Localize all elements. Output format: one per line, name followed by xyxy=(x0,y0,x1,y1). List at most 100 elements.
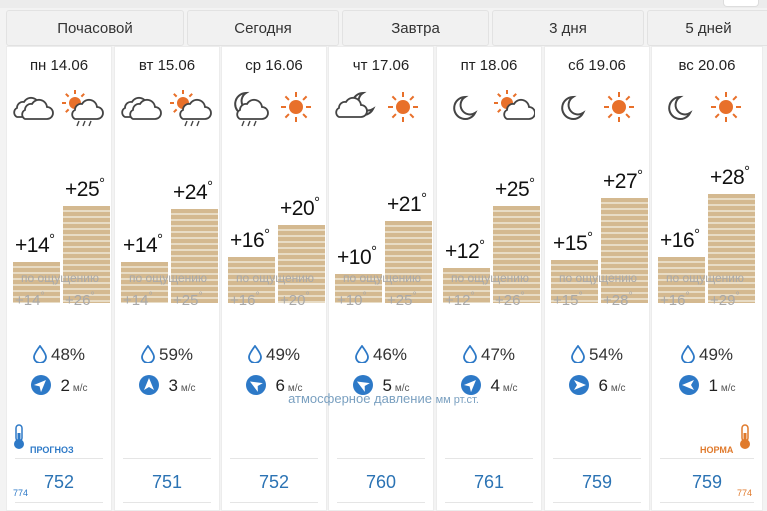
divider xyxy=(15,458,103,459)
forecast-days: пн 14.06 +14° +25° по ощущению +14° +26°… xyxy=(6,46,767,511)
day-column[interactable]: чт 17.06 +10° +21° по ощущению +10° +25°… xyxy=(328,46,434,511)
day-date: вт 15.06 xyxy=(138,57,196,74)
feels-like-label: по ощущению xyxy=(559,271,637,285)
divider xyxy=(660,502,754,503)
droplet-icon xyxy=(248,344,266,364)
wind-unit: м/с xyxy=(502,383,518,394)
divider xyxy=(123,502,211,503)
humidity: 48% xyxy=(7,344,111,365)
pressure-value: 752 xyxy=(43,472,75,492)
feels-like-night: +12° xyxy=(445,290,475,309)
wind-unit: м/с xyxy=(72,383,88,394)
divider xyxy=(445,502,533,503)
day-temp: +24° xyxy=(173,179,213,205)
wind: 1 м/с xyxy=(652,374,762,396)
wind-unit: м/с xyxy=(720,383,736,394)
day-temp: +27° xyxy=(603,167,643,193)
pressure-value: 760 xyxy=(365,472,397,492)
divider xyxy=(230,502,318,503)
feels-like-day: +25° xyxy=(387,290,417,309)
weather-icons xyxy=(329,89,433,129)
feels-like-night: +16° xyxy=(660,290,690,309)
tab-5-days[interactable]: 5 дней xyxy=(647,10,767,46)
day-temp-bar xyxy=(601,197,648,303)
night-temp-bar xyxy=(335,274,382,303)
night-temp: +14° xyxy=(15,232,55,258)
norm-value-right: 774 xyxy=(737,488,753,498)
weather-icons xyxy=(437,89,541,129)
night-temp: +12° xyxy=(445,238,485,264)
day-temp-bar xyxy=(385,221,432,303)
night-temp-bar xyxy=(658,256,705,303)
day-temp: +28° xyxy=(710,163,750,189)
divider xyxy=(553,502,641,503)
day-date: пт 18.06 xyxy=(460,57,518,74)
day-temp-bar xyxy=(63,205,110,303)
night-temp: +15° xyxy=(553,229,593,255)
feels-like-day: +26° xyxy=(65,290,95,309)
wind-unit: м/с xyxy=(610,383,626,394)
corner-button[interactable] xyxy=(723,0,759,7)
wind-speed: 5 xyxy=(382,376,392,395)
day-date: пн 14.06 xyxy=(29,57,89,74)
wind-speed: 2 xyxy=(60,376,70,395)
day-column[interactable]: сб 19.06 +15° +27° по ощущению +15° +28°… xyxy=(544,46,650,511)
wind: 6 м/с xyxy=(222,374,326,396)
feels-like-label: по ощущению xyxy=(236,271,314,285)
thermometer-warm-icon xyxy=(738,424,752,455)
night-temp: +10° xyxy=(337,244,377,270)
pressure-caption-text: атмосферное давление xyxy=(288,391,432,406)
night-temp: +16° xyxy=(230,226,270,252)
day-temp: +20° xyxy=(280,195,320,220)
feels-like-day: +28° xyxy=(603,290,633,309)
day-date: сб 19.06 xyxy=(568,57,626,74)
day-column[interactable]: вс 20.06 +16° +28° по ощущению +16° +29°… xyxy=(651,46,763,511)
day-column[interactable]: ср 16.06 +16° +20° по ощущению +16° +20°… xyxy=(221,46,327,511)
wind: 6 м/с xyxy=(545,374,649,396)
wind-speed: 6 xyxy=(275,376,285,395)
wind-direction-icon xyxy=(30,375,60,395)
wind-speed: 1 xyxy=(708,376,718,395)
pressure-value: 759 xyxy=(691,472,723,492)
droplet-icon xyxy=(141,344,159,364)
day-temp-bar xyxy=(493,205,540,303)
feels-like-label: по ощущению xyxy=(666,271,744,285)
wind-direction-icon xyxy=(138,375,168,395)
weather-icons xyxy=(545,89,649,129)
tab-hourly[interactable]: Почасовой xyxy=(6,10,184,46)
wind-speed: 4 xyxy=(490,376,500,395)
thermometer-cold-icon xyxy=(12,424,26,455)
feels-like-label: по ощущению xyxy=(21,271,99,285)
weather-icons xyxy=(7,89,111,129)
feels-like-night: +14° xyxy=(15,290,45,309)
day-date: ср 16.06 xyxy=(245,57,303,74)
wind: 2 м/с xyxy=(7,374,111,396)
tab-tomorrow[interactable]: Завтра xyxy=(342,10,489,46)
droplet-icon xyxy=(463,344,481,364)
weather-icons xyxy=(652,89,762,129)
night-temp-bar xyxy=(228,256,275,303)
humidity: 47% xyxy=(437,344,541,365)
day-column[interactable]: пт 18.06 +12° +25° по ощущению +12° +26°… xyxy=(436,46,542,511)
day-column[interactable]: пн 14.06 +14° +25° по ощущению +14° +26°… xyxy=(6,46,112,511)
feels-like-day: +20° xyxy=(280,290,310,309)
tab-3-days[interactable]: 3 дня xyxy=(492,10,644,46)
norm-label: норма xyxy=(700,445,734,455)
feels-like-night: +10° xyxy=(337,290,367,309)
feels-like-night: +16° xyxy=(230,290,260,309)
wind-unit: м/с xyxy=(394,383,410,394)
forecast-label: прогноз xyxy=(30,445,74,455)
tab-today[interactable]: Сегодня xyxy=(187,10,339,46)
wind-direction-icon xyxy=(678,375,708,395)
divider xyxy=(337,458,425,459)
day-column[interactable]: вт 15.06 +14° +24° по ощущению +14° +25°… xyxy=(114,46,220,511)
weather-icons xyxy=(115,89,219,129)
wind-speed: 3 xyxy=(168,376,178,395)
day-temp: +21° xyxy=(387,191,427,217)
pressure-caption: атмосферное давление мм рт.ст. xyxy=(0,391,767,406)
wind-speed: 6 xyxy=(598,376,608,395)
day-temp: +25° xyxy=(495,175,535,201)
weather-icons xyxy=(222,89,326,129)
period-tabs: Почасовой Сегодня Завтра 3 дня 5 дней xyxy=(6,10,767,46)
droplet-icon xyxy=(33,344,51,364)
